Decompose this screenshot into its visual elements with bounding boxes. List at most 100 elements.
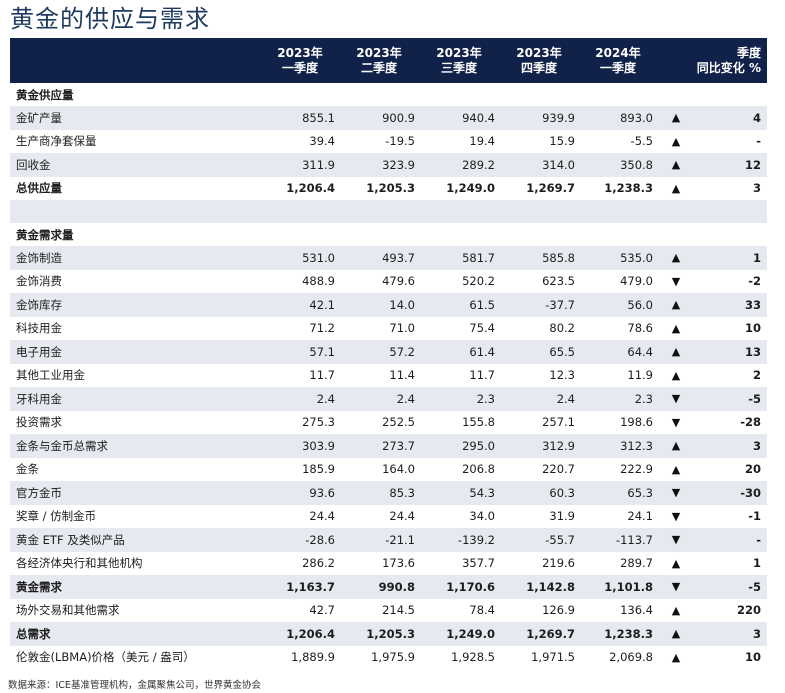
value-cell: 585.8 [542, 250, 575, 265]
value-cell: 219.6 [542, 556, 575, 571]
value-cell: 19.4 [469, 134, 495, 149]
header-col-q3-2023: 2023年 三季度 [436, 45, 482, 75]
value-cell: 939.9 [542, 110, 575, 125]
value-cell: 1,142.8 [526, 579, 575, 594]
row-label: 回收金 [16, 157, 51, 172]
table-row: 金饰库存 42.1 14.0 61.5 -37.7 56.0 ▲ 33 [10, 293, 767, 317]
supply-section-heading: 黄金供应量 [10, 83, 767, 106]
row-label: 其他工业用金 [16, 368, 85, 383]
table-row: 回收金 311.9 323.9 289.2 314.0 350.8 ▲ 12 [10, 153, 767, 177]
value-cell: 93.6 [309, 485, 335, 500]
header-col-yoy-change: 季度 同比变化 % [696, 45, 761, 75]
down-arrow-icon: ▼ [671, 486, 681, 500]
up-arrow-icon: ▲ [671, 368, 681, 382]
value-cell: 479.0 [620, 274, 653, 289]
value-cell: 198.6 [620, 415, 653, 430]
yoy-change-cell: 1 [752, 250, 761, 265]
row-label: 投资需求 [16, 415, 62, 430]
row-label: 金饰消费 [16, 274, 62, 289]
value-cell: -37.7 [545, 297, 575, 312]
page-title: 黄金的供应与需求 [10, 5, 210, 33]
up-arrow-icon: ▲ [671, 345, 681, 359]
yoy-change-cell: -1 [748, 509, 761, 524]
row-label: 场外交易和其他需求 [16, 603, 120, 618]
value-cell: 71.2 [309, 321, 335, 336]
value-cell: 54.3 [469, 485, 495, 500]
value-cell: 78.4 [469, 603, 495, 618]
value-cell: 323.9 [382, 157, 415, 172]
value-cell: 1,975.9 [371, 650, 415, 665]
value-cell: 855.1 [302, 110, 335, 125]
table-row: 金饰消费 488.9 479.6 520.2 623.5 479.0 ▼ -2 [10, 269, 767, 293]
value-cell: 136.4 [620, 603, 653, 618]
value-cell: 2.4 [556, 391, 575, 406]
yoy-change-cell: 10 [744, 321, 761, 336]
table-row: 金条 185.9 164.0 206.8 220.7 222.9 ▲ 20 [10, 457, 767, 481]
down-arrow-icon: ▼ [671, 533, 681, 547]
value-cell: 85.3 [389, 485, 415, 500]
value-cell: 24.4 [309, 509, 335, 524]
value-cell: 61.5 [469, 297, 495, 312]
value-cell: 42.7 [309, 603, 335, 618]
value-cell: 57.1 [309, 344, 335, 359]
value-cell: 350.8 [620, 157, 653, 172]
value-cell: 940.4 [462, 110, 495, 125]
down-arrow-icon: ▼ [671, 580, 681, 594]
value-cell: 185.9 [302, 462, 335, 477]
yoy-change-cell: -5 [748, 579, 761, 594]
value-cell: 289.7 [620, 556, 653, 571]
up-arrow-icon: ▲ [671, 251, 681, 265]
table-row: 场外交易和其他需求 42.7 214.5 78.4 126.9 136.4 ▲ 220 [10, 598, 767, 622]
table-row: 金条与金币总需求 303.9 273.7 295.0 312.9 312.3 ▲ 3 [10, 434, 767, 458]
value-cell: 220.7 [542, 462, 575, 477]
table-row: 投资需求 275.3 252.5 155.8 257.1 198.6 ▼ -28 [10, 410, 767, 434]
down-arrow-icon: ▼ [671, 415, 681, 429]
yoy-change-cell: 2 [752, 368, 761, 383]
yoy-change-cell: 4 [752, 110, 761, 125]
value-cell: 1,163.7 [286, 579, 335, 594]
table-row: 官方金币 93.6 85.3 54.3 60.3 65.3 ▼ -30 [10, 481, 767, 505]
up-arrow-icon: ▲ [671, 111, 681, 125]
up-arrow-icon: ▲ [671, 650, 681, 664]
value-cell: 15.9 [549, 134, 575, 149]
table-row: 金饰制造 531.0 493.7 581.7 585.8 535.0 ▲ 1 [10, 246, 767, 270]
up-arrow-icon: ▲ [671, 462, 681, 476]
up-arrow-icon: ▲ [671, 627, 681, 641]
value-cell: 60.3 [549, 485, 575, 500]
value-cell: 155.8 [462, 415, 495, 430]
up-arrow-icon: ▲ [671, 439, 681, 453]
yoy-change-cell: -28 [740, 415, 761, 430]
value-cell: 1,269.7 [526, 181, 575, 196]
value-cell: 56.0 [627, 297, 653, 312]
value-cell: 222.9 [620, 462, 653, 477]
table-row: 牙科用金 2.4 2.4 2.3 2.4 2.3 ▼ -5 [10, 387, 767, 411]
value-cell: 1,101.8 [604, 579, 653, 594]
value-cell: 1,249.0 [446, 626, 495, 641]
table-row: 其他工业用金 11.7 11.4 11.7 12.3 11.9 ▲ 2 [10, 363, 767, 387]
value-cell: 164.0 [382, 462, 415, 477]
value-cell: 2.4 [316, 391, 335, 406]
value-cell: 31.9 [549, 509, 575, 524]
header-row: 2023年 一季度 2023年 二季度 2023年 三季度 2023年 四季度 2024… [10, 38, 767, 83]
value-cell: 12.3 [549, 368, 575, 383]
yoy-change-cell: 13 [744, 344, 761, 359]
value-cell: 2.3 [634, 391, 653, 406]
yoy-change-cell: 10 [744, 650, 761, 665]
table-row: 总供应量 1,206.4 1,205.3 1,249.0 1,269.7 1,238.3 ▲… [10, 176, 767, 200]
row-label: 黄金需求 [16, 579, 62, 594]
row-label: 总供应量 [16, 181, 62, 196]
yoy-change-cell: 1 [752, 556, 761, 571]
row-label: 总需求 [16, 626, 51, 641]
row-label: 生产商净套保量 [16, 134, 97, 149]
row-label: 金矿产量 [16, 110, 62, 125]
yoy-change-cell: 3 [752, 181, 761, 196]
value-cell: 1,238.3 [604, 626, 653, 641]
value-cell: 34.0 [469, 509, 495, 524]
value-cell: 11.7 [309, 368, 335, 383]
table-row: 黄金需求 1,163.7 990.8 1,170.6 1,142.8 1,101.8 ▼ -5 [10, 575, 767, 599]
yoy-change-cell: - [756, 532, 761, 547]
value-cell: 173.6 [382, 556, 415, 571]
value-cell: 1,205.3 [366, 181, 415, 196]
yoy-change-cell: -5 [748, 391, 761, 406]
value-cell: 295.0 [462, 438, 495, 453]
